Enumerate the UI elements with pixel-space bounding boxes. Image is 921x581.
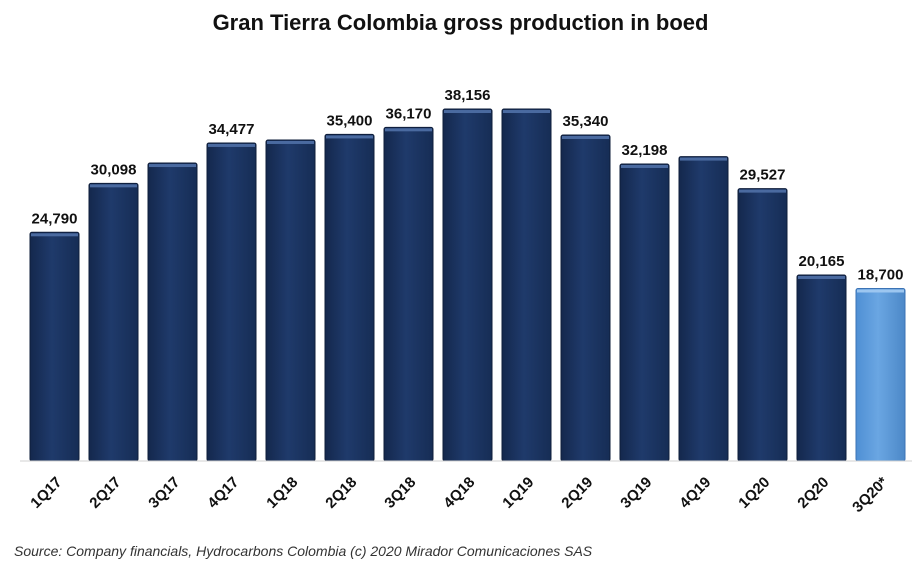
bar-3q20-star [855,287,906,462]
x-tick-label: 2Q17 [86,474,124,512]
data-label: 18,700 [858,266,904,283]
x-tick-label: 4Q19 [676,474,714,512]
bar-sheen [444,110,491,114]
source-note: Source: Company financials, Hydrocarbons… [14,543,593,559]
bar-4q18 [442,108,493,462]
bar-3q19 [619,163,670,462]
x-tick-label: 3Q19 [617,474,655,512]
bar-1q18 [265,139,316,462]
data-label: 32,198 [622,142,668,159]
chart-title: Gran Tierra Colombia gross production in… [212,10,709,35]
x-tick-label: 2Q20 [794,474,832,512]
data-label: 35,400 [327,112,373,129]
bar-sheen [326,135,373,139]
x-tick-label: 2Q19 [558,474,596,512]
x-tick-label: 2Q18 [322,474,360,512]
bar-3q18 [383,126,434,462]
x-tick-label: 3Q18 [381,474,419,512]
bar-sheen [267,140,314,144]
bar-1q19 [501,108,552,462]
bar-sheen [621,164,668,168]
bars-layer [29,108,906,462]
bar-1q17 [29,231,80,462]
bar-sheen [149,164,196,168]
x-tick-label: 3Q20* [849,474,891,516]
bar-sheen [90,184,137,188]
bar-2q17 [88,182,139,462]
x-tick-label: 1Q17 [27,474,65,512]
bar-sheen [385,128,432,132]
x-tick-label: 1Q20 [735,474,773,512]
x-tick-label: 3Q17 [145,474,183,512]
data-label: 20,165 [799,253,845,270]
bar-sheen [503,110,550,114]
data-label: 24,790 [32,210,78,227]
bar-1q20 [737,188,788,462]
bar-sheen [208,143,255,147]
data-label: 34,477 [209,121,255,138]
data-label: 30,098 [91,161,137,178]
bar-2q18 [324,133,375,462]
bar-sheen [562,135,609,139]
x-tick-label: 1Q18 [263,474,301,512]
bar-sheen [798,275,845,279]
bar-4q19 [678,156,729,462]
data-label: 36,170 [386,105,432,122]
x-tick-label: 4Q17 [204,474,242,512]
data-label: 35,340 [563,113,609,130]
bar-2q20 [796,274,847,462]
bar-2q19 [560,134,611,462]
bar-sheen [739,189,786,193]
x-tick-label: 1Q19 [499,474,537,512]
bar-sheen [857,289,904,293]
data-labels-layer: 24,790 30,098 34,477 35,400 36,170 38,156 35,3… [32,87,904,283]
data-label: 29,527 [740,167,786,184]
x-tick-labels-layer: 1Q17 2Q17 3Q17 4Q17 1Q18 2Q18 3Q18 4Q18 1Q19 2Q19… [27,474,891,516]
bar-sheen [31,233,78,237]
x-tick-label: 4Q18 [440,474,478,512]
bar-3q17 [147,162,198,462]
bar-4q17 [206,142,257,462]
bar-sheen [680,157,727,161]
data-label: 38,156 [445,87,491,104]
